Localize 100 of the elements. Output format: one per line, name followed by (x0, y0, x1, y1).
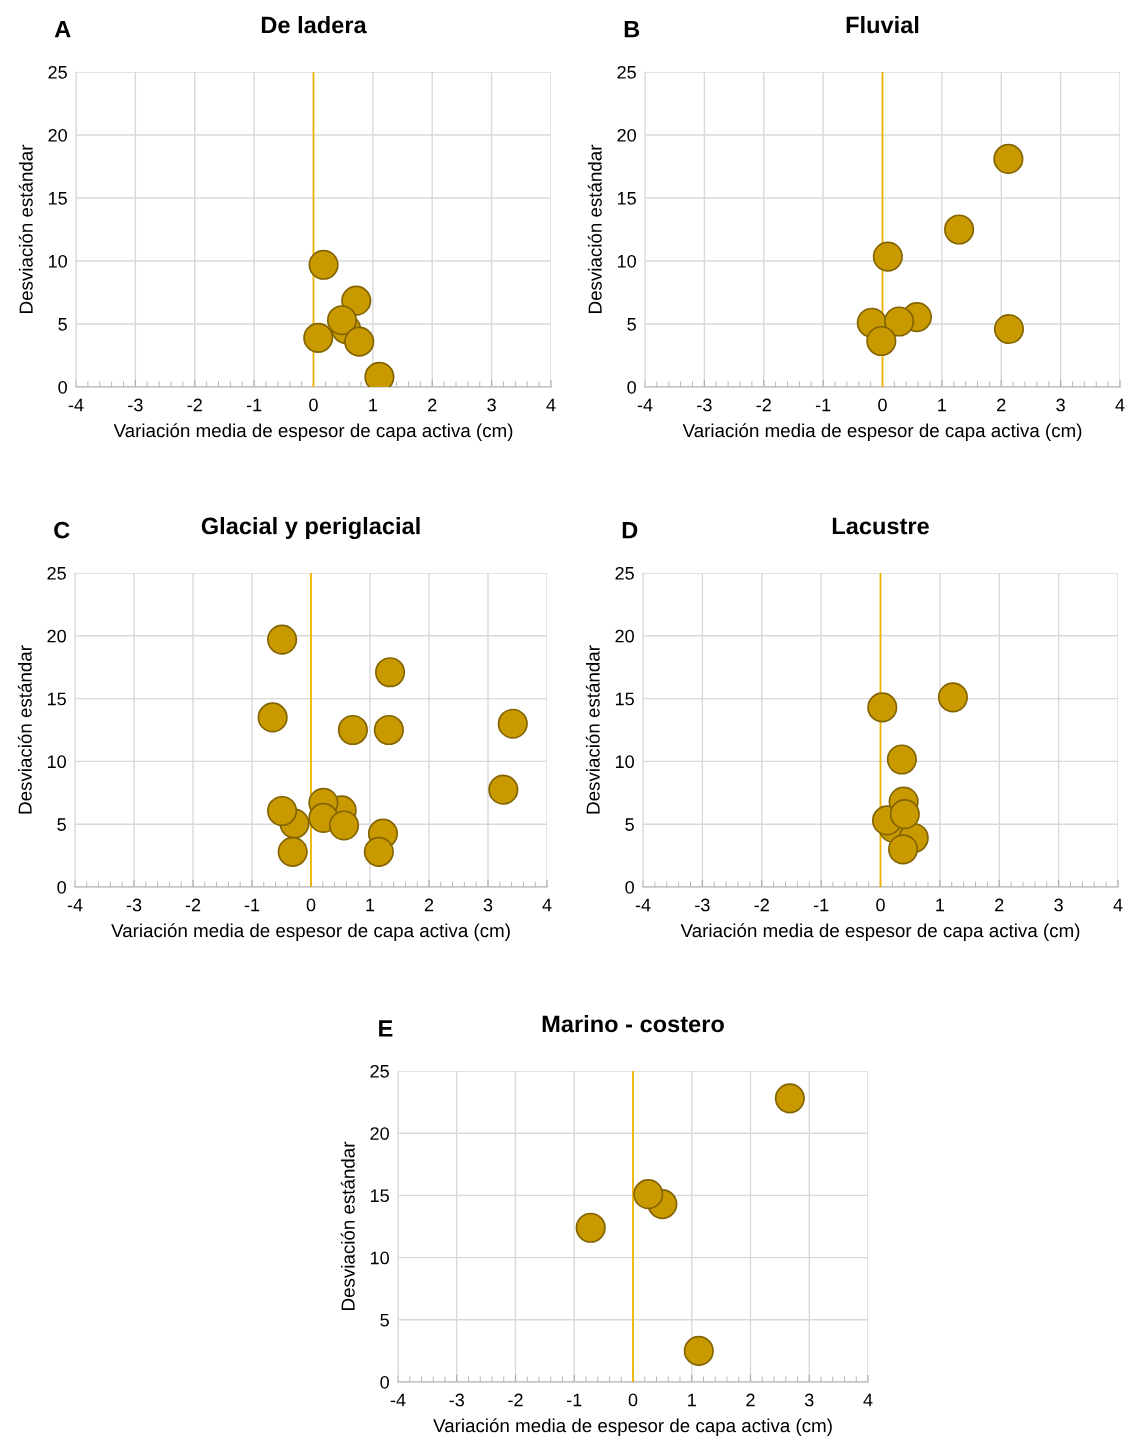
y-tick-label: 25 (370, 1064, 389, 1078)
text: A (54, 20, 71, 38)
point (887, 834, 919, 865)
text: D (622, 522, 638, 539)
y-tick-label: 5 (57, 818, 66, 831)
x-tick-label: 3 (1056, 398, 1065, 412)
text: C (54, 521, 70, 539)
point (993, 143, 1024, 175)
y-tick-label: 15 (48, 192, 67, 205)
point (884, 306, 915, 337)
x-axis-title: Variación media de espesor de capa activa (cm) (680, 923, 1080, 941)
x-axis-title: Variación media de espesor de capa activa (cm) (111, 923, 510, 941)
x-tick-label: -1 (815, 398, 831, 412)
chart-title: Glacial y periglacial (201, 517, 420, 540)
x-tick-label: -3 (128, 398, 143, 412)
x-tick-label: -1 (244, 898, 260, 912)
point (267, 795, 298, 827)
x-tick-label: 1 (936, 898, 945, 912)
point (373, 714, 404, 746)
x-tick-label: 2 (424, 898, 434, 912)
x-tick-label: 1 (369, 398, 378, 412)
chart-title: De ladera (261, 16, 367, 34)
x-tick-label: 4 (863, 1393, 873, 1407)
x-tick-label: -1 (567, 1393, 582, 1407)
x-tick-label: 3 (804, 1393, 814, 1407)
y-tick-label: 0 (627, 380, 636, 394)
y-tick-label: 20 (370, 1127, 389, 1140)
x-tick-label: -3 (695, 898, 710, 912)
y-tick-label: 20 (615, 629, 634, 643)
point (633, 1179, 664, 1210)
point (575, 1212, 606, 1243)
x-tick-label: -2 (756, 398, 771, 412)
y-axis-title: Desviación estándar (17, 645, 32, 814)
y-tick-label: 15 (615, 692, 634, 706)
y-tick-label: 20 (617, 128, 636, 142)
x-tick-label: 4 (1113, 898, 1123, 912)
x-tick-label: -1 (246, 398, 262, 412)
x-tick-label: -2 (508, 1393, 523, 1407)
x-tick-label: 1 (938, 398, 947, 412)
y-axis-title: Desviación estándar (18, 144, 33, 313)
point (326, 305, 358, 336)
x-tick-label: -4 (68, 398, 84, 412)
point (303, 322, 334, 353)
point (257, 702, 288, 733)
y-tick-label: 0 (58, 380, 67, 394)
y-tick-label: 0 (625, 880, 634, 894)
y-tick-label: 20 (48, 128, 67, 142)
x-tick-label: -1 (813, 898, 829, 912)
x-tick-label: 2 (428, 398, 437, 412)
text: E (379, 1020, 393, 1037)
x-tick-label: 0 (878, 398, 887, 412)
y-tick-label: 10 (370, 1251, 389, 1265)
y-tick-label: 5 (627, 318, 636, 331)
y-tick-label: 0 (57, 880, 66, 894)
point (866, 325, 897, 357)
point (267, 624, 298, 655)
y-tick-label: 10 (47, 755, 66, 769)
y-tick-label: 0 (380, 1375, 389, 1389)
x-tick-label: 1 (366, 898, 375, 912)
point (344, 326, 375, 357)
point (867, 692, 898, 723)
x-tick-label: 4 (1115, 398, 1125, 412)
point (683, 1335, 714, 1366)
y-tick-label: 25 (48, 65, 67, 79)
x-tick-label: -4 (67, 898, 83, 912)
y-tick-label: 15 (617, 192, 636, 205)
y-tick-label: 20 (47, 629, 66, 643)
y-tick-label: 10 (615, 755, 634, 769)
x-tick-label: -3 (449, 1393, 464, 1407)
point (488, 774, 519, 805)
point (341, 285, 372, 316)
y-tick-label: 5 (625, 818, 634, 831)
text: B (624, 20, 640, 38)
y-tick-label: 5 (380, 1313, 389, 1327)
point (337, 714, 368, 746)
point (277, 836, 308, 867)
y-axis-title: Desviación estándar (340, 1141, 355, 1310)
x-axis-title: Variación media de espesor de capa activa (cm) (682, 423, 1082, 441)
chart-title: Marino - costero (542, 1015, 724, 1033)
chart-title: Fluvial (846, 16, 919, 34)
x-tick-label: -4 (637, 398, 653, 412)
x-tick-label: -2 (187, 398, 202, 412)
x-tick-label: 1 (688, 1393, 696, 1407)
x-axis-title: Variación media de espesor de capa activa (cm) (113, 423, 513, 441)
x-tick-label: -3 (697, 398, 712, 412)
x-tick-label: 3 (1054, 898, 1063, 912)
point (886, 744, 917, 775)
point (328, 810, 360, 841)
x-tick-label: 0 (309, 398, 318, 412)
y-tick-label: 25 (615, 566, 634, 580)
x-tick-label: 4 (546, 398, 556, 412)
chart-title: Lacustre (832, 517, 929, 535)
x-tick-label: 0 (876, 898, 885, 912)
y-tick-label: 15 (370, 1189, 389, 1203)
x-tick-label: 3 (483, 898, 493, 912)
y-tick-label: 25 (47, 566, 66, 580)
x-tick-label: 0 (306, 898, 316, 912)
x-tick-label: 4 (542, 898, 552, 912)
x-tick-label: 2 (995, 898, 1004, 912)
y-tick-label: 10 (48, 254, 67, 268)
